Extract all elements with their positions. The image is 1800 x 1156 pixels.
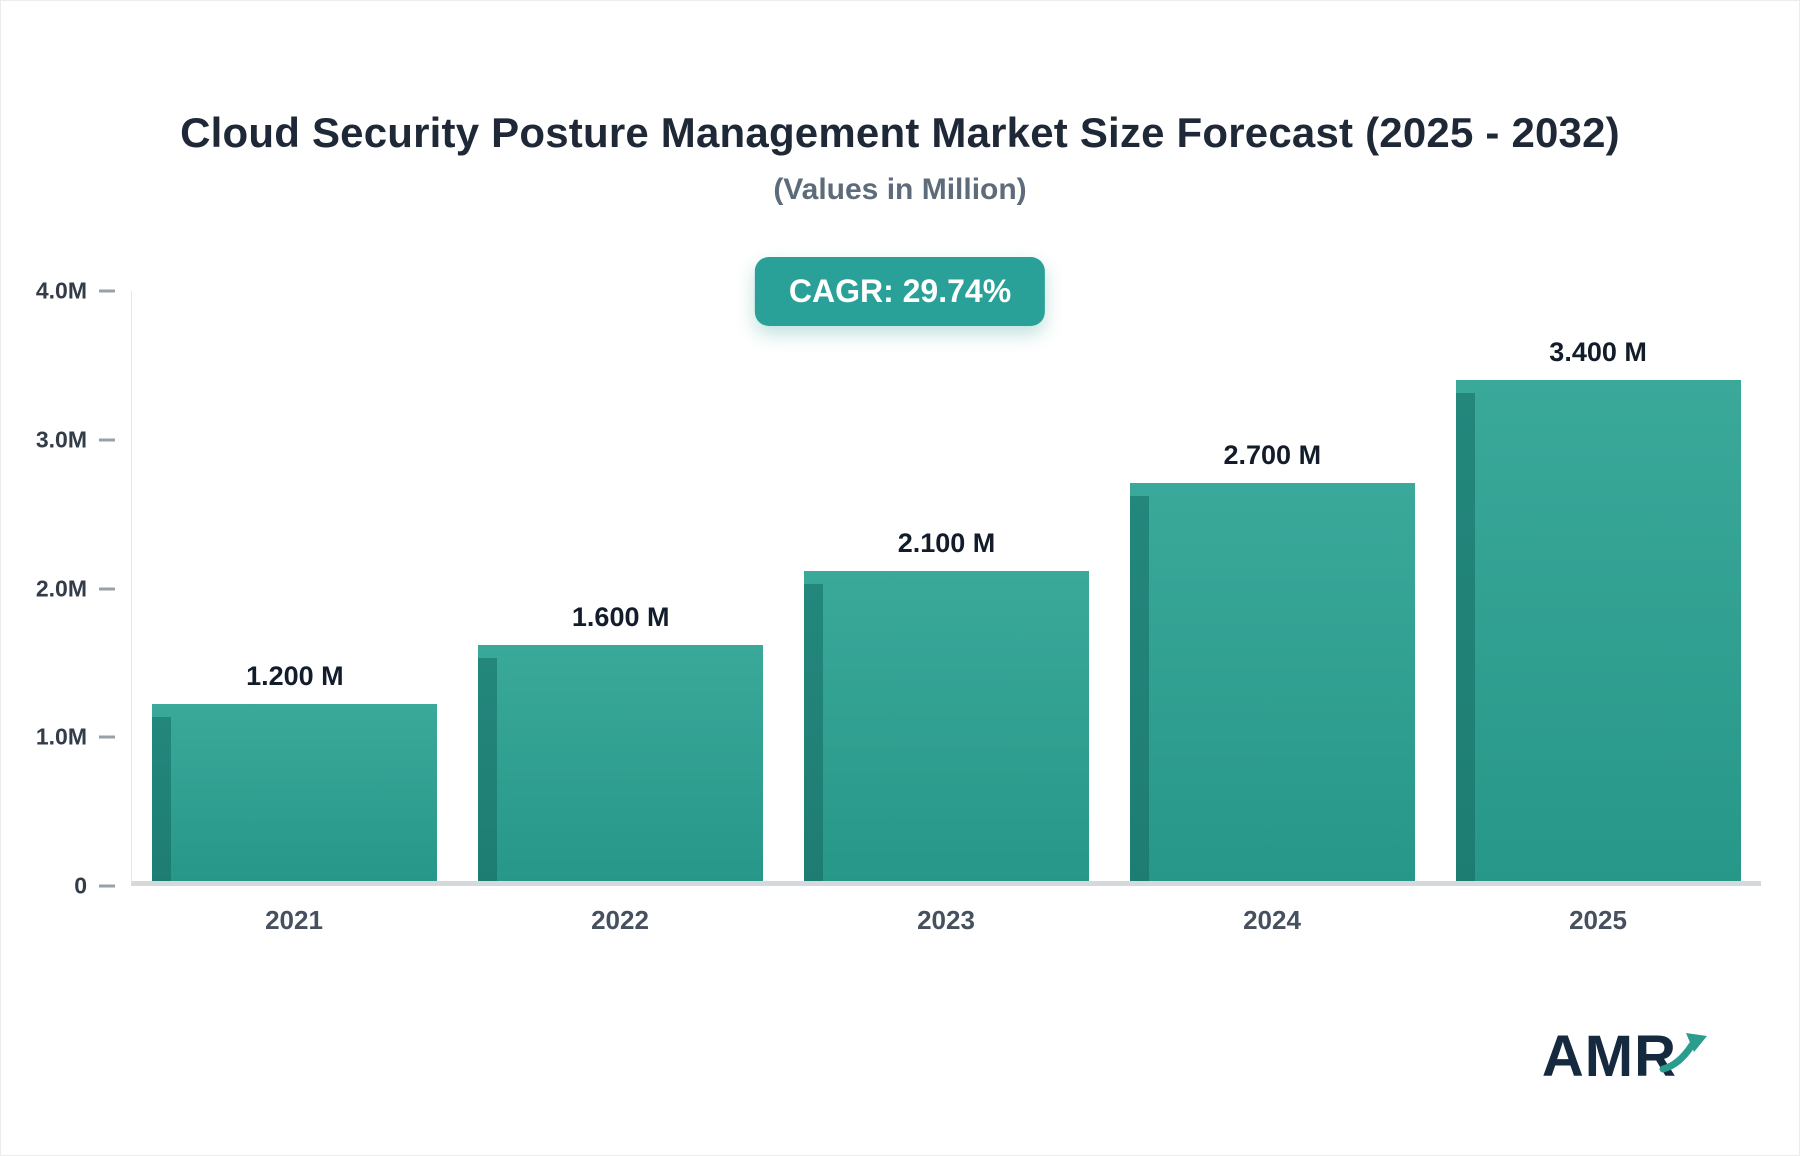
x-tick-label-2021: 2021 (265, 905, 323, 935)
bar-column-2024: 2.700 M (1129, 291, 1415, 881)
y-tick-1.0M: 1.0M (36, 724, 115, 751)
bar-2023 (803, 571, 1089, 881)
bar-column-2025: 3.400 M (1455, 291, 1741, 881)
bar-3d-edge (1455, 392, 1475, 881)
y-tick-label: 0 (74, 872, 87, 899)
plot-area: 1.200 M 1.600 M 2.100 M 2.700 M 3.400 M (131, 291, 1761, 886)
bar-value-label: 2.700 M (1223, 439, 1322, 470)
y-tick-mark (99, 289, 115, 293)
x-axis: 2021 2022 2023 2024 2025 (131, 905, 1761, 936)
bar-2025 (1455, 379, 1741, 881)
chart-subtitle: (Values in Million) (773, 173, 1027, 206)
y-tick-mark (99, 735, 115, 739)
y-tick-label: 3.0M (35, 426, 87, 453)
y-tick-mark (99, 587, 115, 590)
bar-value-label: 3.400 M (1549, 336, 1647, 367)
bar-2022 (478, 645, 764, 881)
bar-3d-edge (1129, 495, 1149, 881)
bar-value-label: 1.200 M (246, 661, 344, 691)
bar-3d-edge (803, 584, 823, 881)
bar-2021 (152, 704, 438, 881)
x-tick-label-2023: 2023 (917, 905, 975, 935)
y-tick-label: 4.0M (35, 277, 87, 304)
bar-column-2022: 1.600 M (478, 291, 764, 881)
cagr-badge: CAGR: 29.74% (754, 257, 1046, 326)
y-tick-4.0M: 4.0M (36, 278, 115, 305)
growth-arrow-icon (1659, 1032, 1707, 1072)
x-tick-label-2025: 2025 (1569, 905, 1627, 935)
y-tick-2.0M: 2.0M (36, 575, 115, 602)
x-tick-label-2022: 2022 (591, 905, 649, 935)
bar-value-label: 2.100 M (897, 528, 996, 559)
bar-value-label: 1.600 M (571, 602, 670, 632)
bar-column-2023: 2.100 M (803, 291, 1089, 881)
x-tick-label-2024: 2024 (1243, 905, 1301, 935)
y-tick-label: 2.0M (35, 575, 87, 601)
y-axis: 0 1.0M 2.0M 3.0M 4.0M (1, 278, 121, 899)
bar-3d-edge (478, 658, 498, 881)
amr-logo-text: AMR (1541, 1024, 1677, 1089)
bar-3d-edge (152, 717, 172, 881)
bar-column-2021: 1.200 M (152, 291, 438, 881)
amr-logo: AMR (1542, 1023, 1711, 1090)
y-tick-label: 1.0M (35, 723, 87, 750)
bar-2024 (1129, 482, 1415, 881)
chart-title: Cloud Security Posture Management Market… (180, 109, 1620, 156)
y-tick-0: 0 (74, 873, 115, 900)
y-tick-mark (99, 438, 115, 442)
y-tick-mark (99, 884, 115, 888)
y-tick-3.0M: 3.0M (36, 426, 115, 453)
